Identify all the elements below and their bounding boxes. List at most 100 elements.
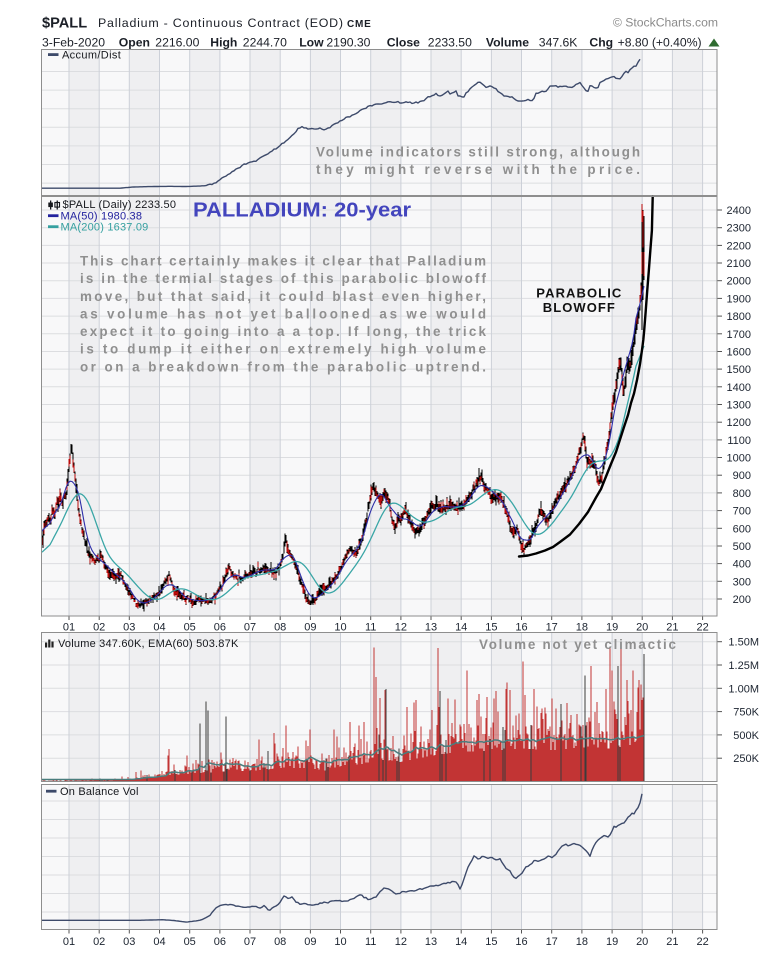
svg-text:01: 01 (63, 936, 75, 948)
svg-text:20: 20 (636, 622, 648, 634)
svg-text:500: 500 (733, 541, 751, 553)
svg-text:800: 800 (733, 488, 751, 500)
svg-text:04: 04 (153, 622, 165, 634)
svg-text:347.6K: 347.6K (539, 36, 578, 50)
svg-text:is in the termial stages of th: is in the termial stages of this parabol… (80, 271, 487, 286)
svg-text:250K: 250K (733, 753, 759, 765)
svg-text:750K: 750K (733, 707, 759, 719)
svg-text:Volume not yet climactic: Volume not yet climactic (479, 637, 677, 652)
svg-text:200: 200 (733, 594, 751, 606)
svg-text:08: 08 (274, 936, 286, 948)
svg-text:12: 12 (395, 936, 407, 948)
svg-text:03: 03 (123, 622, 135, 634)
svg-text:12: 12 (395, 622, 407, 634)
svg-text:04: 04 (153, 936, 165, 948)
svg-text:05: 05 (184, 936, 196, 948)
svg-text:1300: 1300 (727, 400, 751, 412)
svg-text:Close: Close (387, 36, 420, 50)
svg-text:17: 17 (546, 622, 558, 634)
svg-text:is to dump it either on extrem: is to dump it either on extremely high v… (80, 342, 486, 357)
svg-text:2244.70: 2244.70 (243, 36, 287, 50)
svg-text:CME: CME (347, 19, 372, 30)
svg-text:PALLADIUM: 20-year: PALLADIUM: 20-year (193, 200, 411, 222)
svg-text:MA(50) 1980.38: MA(50) 1980.38 (61, 211, 143, 223)
svg-text:05: 05 (184, 622, 196, 634)
svg-text:2400: 2400 (727, 205, 751, 217)
svg-text:MA(200) 1637.09: MA(200) 1637.09 (61, 222, 149, 234)
svg-text:11: 11 (365, 936, 376, 948)
svg-text:1800: 1800 (727, 311, 751, 323)
svg-text:1500: 1500 (727, 364, 751, 376)
svg-text:1400: 1400 (727, 382, 751, 394)
svg-text:2190.30: 2190.30 (326, 36, 370, 50)
svg-text:High: High (210, 36, 237, 50)
svg-text:01: 01 (63, 622, 75, 634)
svg-text:09: 09 (304, 936, 316, 948)
svg-text:2000: 2000 (727, 276, 751, 288)
svg-text:18: 18 (576, 622, 588, 634)
svg-text:14: 14 (455, 622, 467, 634)
svg-text:Open: Open (119, 36, 150, 50)
svg-text:15: 15 (485, 936, 497, 948)
svg-text:$PALL (Daily) 2233.50: $PALL (Daily) 2233.50 (63, 199, 177, 211)
svg-text:11: 11 (365, 622, 376, 634)
svg-text:17: 17 (546, 936, 558, 948)
svg-text:13: 13 (425, 622, 437, 634)
svg-text:600: 600 (733, 523, 751, 535)
svg-text:22: 22 (696, 936, 708, 948)
svg-text:2200: 2200 (727, 240, 751, 252)
svg-text:15: 15 (485, 622, 497, 634)
svg-text:On Balance Vol: On Balance Vol (60, 786, 139, 798)
svg-text:2100: 2100 (727, 258, 751, 270)
svg-text:Volume: Volume (486, 36, 529, 50)
svg-text:BLOWOFF: BLOWOFF (543, 300, 615, 315)
svg-text:$PALL: $PALL (42, 16, 87, 32)
svg-text:Low: Low (299, 36, 324, 50)
svg-text:14: 14 (455, 936, 467, 948)
svg-text:+8.80 (+0.40%): +8.80 (+0.40%) (618, 36, 702, 50)
svg-text:16: 16 (515, 622, 527, 634)
svg-text:2233.50: 2233.50 (428, 36, 472, 50)
svg-text:they might reverse with the pr: they might reverse with the price. (316, 162, 640, 177)
svg-text:18: 18 (576, 936, 588, 948)
svg-text:1.50M: 1.50M (728, 637, 759, 649)
svg-text:20: 20 (636, 936, 648, 948)
svg-text:Palladium - Continuous Contrac: Palladium - Continuous Contract (EOD) (98, 16, 343, 30)
svg-text:move, but that said, it could: move, but that said, it could blast even… (80, 289, 486, 304)
svg-text:900: 900 (733, 470, 751, 482)
svg-text:Volume 347.60K, EMA(60) 503.87: Volume 347.60K, EMA(60) 503.87K (58, 638, 239, 650)
svg-text:10: 10 (334, 936, 346, 948)
svg-text:1200: 1200 (727, 417, 751, 429)
svg-text:© StockCharts.com: © StockCharts.com (613, 16, 718, 30)
svg-text:07: 07 (244, 936, 256, 948)
svg-text:2216.00: 2216.00 (155, 36, 199, 50)
svg-text:700: 700 (733, 506, 751, 518)
svg-text:1.25M: 1.25M (728, 660, 759, 672)
svg-text:1600: 1600 (727, 347, 751, 359)
svg-text:13: 13 (425, 936, 437, 948)
svg-text:400: 400 (733, 559, 751, 571)
svg-text:19: 19 (606, 936, 618, 948)
svg-text:300: 300 (733, 576, 751, 588)
svg-text:03: 03 (123, 936, 135, 948)
svg-text:500K: 500K (733, 730, 759, 742)
svg-text:09: 09 (304, 622, 316, 634)
svg-text:2300: 2300 (727, 223, 751, 235)
svg-text:3-Feb-2020: 3-Feb-2020 (42, 36, 105, 50)
svg-text:Chg: Chg (589, 36, 613, 50)
svg-text:10: 10 (334, 622, 346, 634)
svg-text:02: 02 (93, 936, 105, 948)
svg-text:Volume indicators still strong: Volume indicators still strong, although (316, 145, 640, 160)
svg-text:06: 06 (214, 936, 226, 948)
svg-text:1900: 1900 (727, 293, 751, 305)
svg-text:1100: 1100 (727, 435, 751, 447)
svg-text:16: 16 (515, 936, 527, 948)
svg-text:Accum/Dist: Accum/Dist (62, 50, 121, 62)
svg-text:1000: 1000 (727, 453, 751, 465)
svg-text:PARABOLIC: PARABOLIC (536, 286, 622, 301)
svg-text:07: 07 (244, 622, 256, 634)
svg-text:1700: 1700 (727, 329, 751, 341)
svg-text:1.00M: 1.00M (728, 683, 759, 695)
svg-text:expect it to going into a a to: expect it to going into a a top. If long… (80, 324, 487, 339)
svg-text:21: 21 (666, 936, 678, 948)
